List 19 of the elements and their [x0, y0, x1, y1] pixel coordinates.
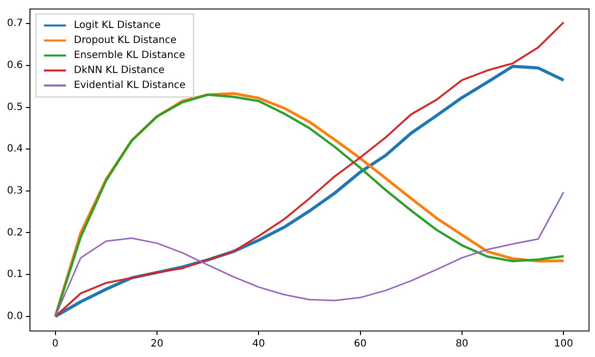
y-tick-label: 0.2 — [6, 227, 23, 238]
y-tick-label: 0.0 — [6, 310, 23, 322]
x-tick-label: 0 — [52, 338, 59, 350]
legend-label: Dropout KL Distance — [74, 35, 177, 46]
x-tick-label: 60 — [354, 338, 367, 350]
x-tick-label: 20 — [150, 338, 164, 350]
y-tick-label: 0.6 — [6, 60, 23, 72]
x-tick-label: 80 — [456, 338, 468, 350]
legend-label: Ensemble KL Distance — [74, 50, 186, 62]
y-tick-label: 0.4 — [6, 144, 23, 155]
legend-label: Evidential KL Distance — [74, 80, 186, 92]
y-tick-label: 0.5 — [6, 102, 23, 113]
legend-label: DkNN KL Distance — [74, 65, 165, 76]
y-tick-label: 0.3 — [6, 186, 23, 197]
legend-label: Logit KL Distance — [74, 20, 161, 32]
y-tick-label: 0.7 — [6, 18, 23, 30]
x-tick-label: 100 — [554, 338, 574, 350]
x-tick-label: 40 — [252, 338, 265, 350]
y-tick-label: 0.1 — [6, 269, 23, 280]
